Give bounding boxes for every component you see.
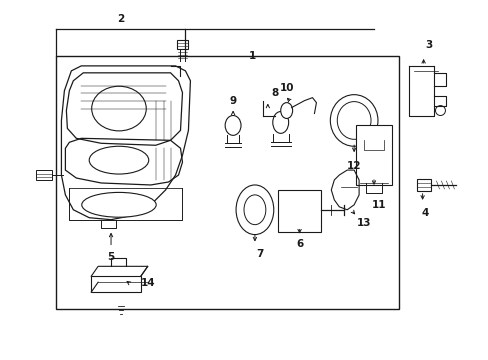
Text: 9: 9 <box>229 96 236 105</box>
Text: 7: 7 <box>256 249 263 260</box>
Text: 8: 8 <box>270 88 278 98</box>
Ellipse shape <box>224 116 241 135</box>
FancyBboxPatch shape <box>36 170 51 180</box>
Ellipse shape <box>272 112 288 133</box>
Text: 6: 6 <box>295 239 303 249</box>
Ellipse shape <box>81 192 156 217</box>
Text: 11: 11 <box>371 200 386 210</box>
Ellipse shape <box>280 103 292 118</box>
FancyBboxPatch shape <box>416 179 429 191</box>
Text: 2: 2 <box>117 14 124 24</box>
Text: 10: 10 <box>279 83 293 93</box>
Ellipse shape <box>337 102 370 139</box>
Text: 14: 14 <box>140 278 155 288</box>
Ellipse shape <box>236 185 273 235</box>
Bar <box>277 190 321 231</box>
Ellipse shape <box>92 86 146 131</box>
Text: 1: 1 <box>249 51 256 61</box>
FancyBboxPatch shape <box>176 40 188 49</box>
Bar <box>355 125 391 185</box>
Ellipse shape <box>89 146 148 174</box>
Ellipse shape <box>244 195 265 225</box>
Ellipse shape <box>330 95 377 146</box>
Text: 4: 4 <box>421 208 428 218</box>
Bar <box>56 56 398 309</box>
Circle shape <box>435 105 445 116</box>
Text: 5: 5 <box>107 252 114 262</box>
Text: 12: 12 <box>346 161 361 171</box>
Text: 13: 13 <box>356 218 370 228</box>
Text: 3: 3 <box>424 40 431 50</box>
